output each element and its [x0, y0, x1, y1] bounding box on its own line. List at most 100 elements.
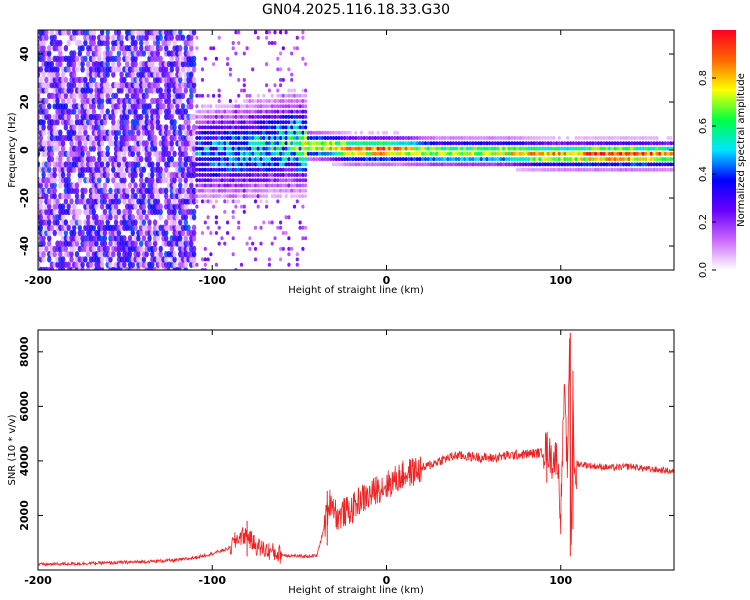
heatmap-cell — [189, 240, 194, 247]
heatmap-cell — [287, 88, 291, 93]
heatmap-cell — [493, 141, 497, 146]
heatmap-cell — [47, 219, 52, 226]
heatmap-cell — [256, 35, 260, 40]
heatmap-cell — [607, 141, 612, 146]
heatmap-cell — [267, 141, 271, 146]
heatmap-cell — [242, 120, 246, 125]
heatmap-cell — [122, 50, 127, 57]
heatmap-cell — [234, 167, 238, 172]
heatmap-cell — [245, 109, 249, 114]
colorbar-tick-label: 0.0 — [698, 262, 709, 278]
heatmap-cell — [323, 146, 327, 151]
heatmap-cell — [74, 113, 80, 121]
heatmap-cell — [245, 120, 249, 125]
heatmap-cell — [270, 109, 274, 114]
heatmap-cell — [635, 146, 640, 151]
heatmap-cell — [58, 50, 63, 57]
heatmap-cell — [44, 97, 49, 105]
heatmap-cell — [521, 136, 525, 140]
heatmap-cell — [77, 140, 83, 147]
heatmap-cell — [239, 194, 244, 199]
heatmap-cell — [644, 162, 648, 167]
heatmap-cell — [304, 136, 308, 140]
heatmap-cell — [102, 182, 108, 189]
heatmap-cell — [217, 162, 221, 167]
heatmap-cell — [365, 136, 369, 140]
heatmap-cell — [214, 141, 218, 146]
heatmap-cell — [301, 120, 305, 125]
heatmap-cell — [139, 39, 144, 47]
heatmap-cell — [546, 151, 550, 156]
heatmap-cell — [130, 229, 135, 237]
heatmap-cell — [262, 188, 266, 193]
heatmap-cell — [326, 130, 330, 135]
heatmap-cell — [253, 114, 258, 119]
heatmap-cell — [454, 141, 458, 146]
heatmap-cell — [582, 167, 587, 172]
heatmap-cell — [122, 198, 127, 205]
heatmap-cell — [566, 162, 570, 167]
heatmap-cell — [239, 157, 244, 162]
heatmap-cell — [58, 155, 63, 163]
heatmap-cell — [122, 155, 127, 163]
heatmap-cell — [259, 194, 263, 199]
heatmap-cell — [602, 167, 606, 172]
heatmap-cell — [290, 183, 294, 188]
heatmap-cell — [304, 194, 308, 199]
heatmap-cell — [200, 188, 205, 193]
heatmap-cell — [248, 178, 252, 183]
heatmap-cell — [150, 251, 155, 258]
heatmap-cell — [571, 151, 575, 156]
heatmap-cell — [482, 157, 486, 162]
heatmap-cell — [580, 141, 584, 146]
heatmap-cell — [485, 157, 489, 162]
heatmap-cell — [301, 99, 305, 103]
heatmap-cell — [292, 93, 297, 98]
heatmap-cell — [515, 146, 520, 151]
heatmap-cell — [136, 150, 141, 157]
heatmap-cell — [577, 167, 581, 172]
heatmap-cell — [88, 261, 94, 268]
heatmap-cell — [273, 125, 277, 130]
heatmap-cell — [152, 134, 158, 142]
heatmap-cell — [72, 229, 77, 237]
heatmap-cell — [245, 178, 249, 183]
heatmap-cell — [621, 141, 626, 146]
heatmap-cell — [471, 157, 475, 162]
heatmap-cell — [262, 130, 266, 135]
heatmap-cell — [77, 82, 83, 89]
heatmap-cell — [155, 113, 161, 121]
heatmap-cell — [479, 151, 483, 156]
heatmap-cell — [125, 124, 130, 131]
heatmap-cell — [141, 182, 147, 189]
heatmap-cell — [38, 66, 43, 73]
heatmap-cell — [44, 182, 49, 189]
heatmap-cell — [256, 114, 260, 119]
heatmap-cell — [91, 145, 97, 152]
heatmap-cell — [446, 151, 450, 156]
heatmap-cell — [410, 151, 414, 156]
heatmap-cell — [212, 46, 216, 51]
heatmap-cell — [423, 151, 428, 156]
heatmap-cell — [237, 199, 241, 204]
heatmap-cell — [226, 188, 230, 193]
heatmap-cell — [44, 245, 49, 253]
heatmap-cell — [563, 162, 567, 167]
heatmap-cell — [259, 162, 263, 167]
heatmap-cell — [334, 162, 338, 167]
heatmap-cell — [195, 93, 199, 98]
heatmap-cell — [83, 140, 88, 147]
heatmap-cell — [605, 141, 609, 146]
heatmap-cell — [99, 92, 105, 100]
heatmap-cell — [38, 245, 43, 253]
heatmap-cell — [119, 34, 124, 41]
heatmap-cell — [284, 162, 288, 167]
heatmap-cell — [334, 141, 338, 146]
heatmap-cell — [189, 182, 194, 189]
heatmap-cell — [265, 120, 269, 125]
heatmap-cell — [226, 157, 230, 162]
heatmap-cell — [276, 151, 280, 156]
heatmap-cell — [460, 146, 464, 151]
heatmap-cell — [164, 66, 169, 73]
heatmap-cell — [655, 151, 659, 156]
